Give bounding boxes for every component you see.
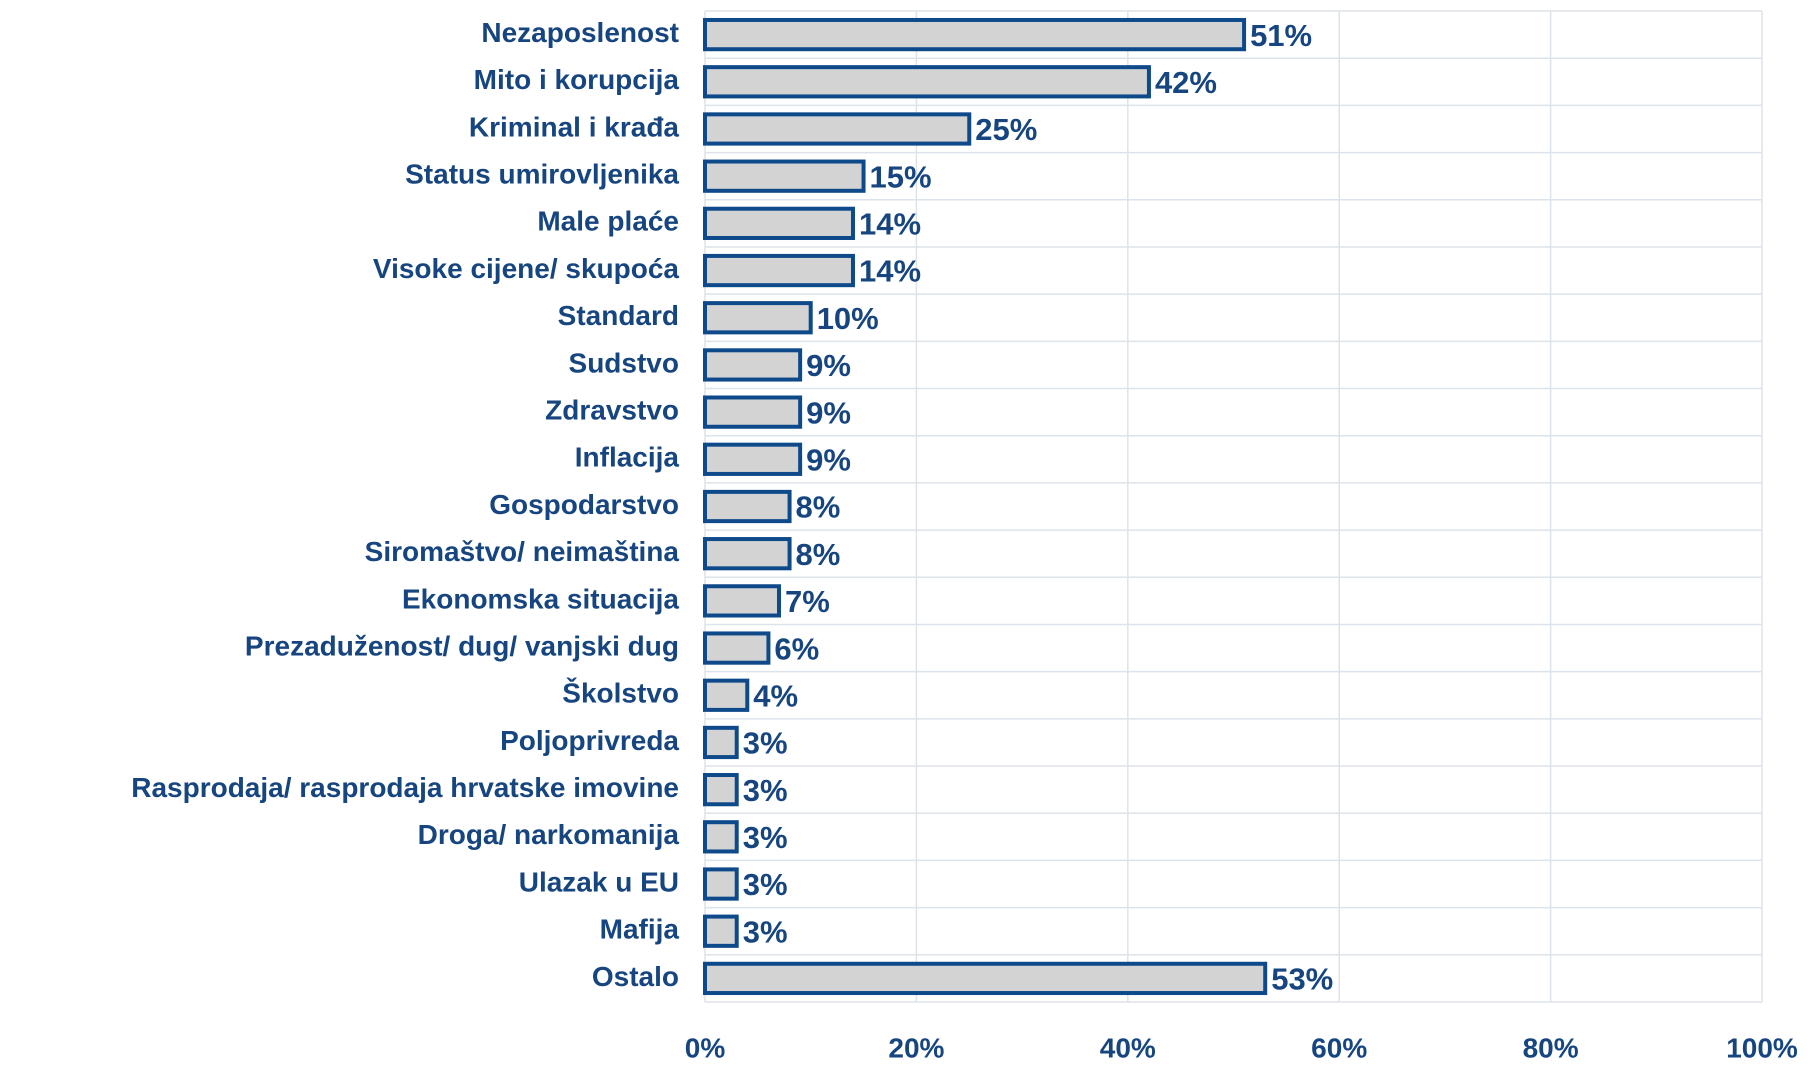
y-tick-label: Sudstvo: [569, 347, 679, 378]
data-label: 14%: [859, 207, 921, 242]
data-label: 3%: [743, 820, 788, 855]
data-label: 15%: [870, 159, 932, 194]
x-tick-label: 0%: [685, 1032, 726, 1063]
bar: [703, 867, 739, 901]
data-label: 10%: [817, 301, 879, 336]
bar: [703, 678, 750, 712]
y-tick-label: Siromaštvo/ neimaština: [365, 536, 680, 567]
data-label: 3%: [743, 773, 788, 808]
bar: [703, 961, 1268, 996]
bar: [703, 253, 855, 288]
data-label: 6%: [774, 631, 819, 666]
bar: [703, 348, 803, 382]
y-tick-label: Droga/ narkomanija: [418, 819, 680, 850]
y-tick-label: Školstvo: [562, 677, 679, 709]
y-tick-label: Ulazak u EU: [519, 866, 679, 897]
data-label: 8%: [796, 537, 841, 572]
bar: [703, 631, 771, 665]
data-label: 9%: [806, 348, 851, 383]
x-tick-label: 20%: [888, 1032, 944, 1063]
bar: [703, 489, 792, 524]
data-label: 9%: [806, 395, 851, 430]
data-label: 42%: [1155, 65, 1217, 100]
bar: [703, 537, 792, 571]
bar: [703, 112, 972, 146]
bar: [703, 820, 739, 854]
bar: [703, 914, 739, 948]
y-tick-label: Standard: [558, 300, 679, 331]
data-label: 4%: [753, 678, 798, 713]
data-label: 53%: [1271, 962, 1333, 997]
y-tick-label: Rasprodaja/ rasprodaja hrvatske imovine: [131, 772, 679, 803]
data-label: 14%: [859, 254, 921, 289]
bar: [703, 442, 803, 476]
x-tick-label: 60%: [1311, 1032, 1367, 1063]
y-tick-label: Status umirovljenika: [405, 159, 679, 190]
y-tick-label: Visoke cijene/ skupoća: [373, 253, 680, 284]
bar: [703, 206, 855, 240]
bar: [703, 725, 739, 760]
y-tick-label: Ostalo: [592, 961, 679, 992]
y-tick-label: Kriminal i krađa: [469, 111, 680, 142]
x-tick-label: 80%: [1523, 1032, 1579, 1063]
data-label: 51%: [1250, 18, 1312, 53]
data-label: 25%: [975, 112, 1037, 147]
y-tick-label: Mafija: [600, 914, 680, 945]
data-label: 8%: [796, 490, 841, 525]
bar: [703, 301, 813, 335]
data-label: 9%: [806, 442, 851, 477]
y-tick-label: Nezaposlenost: [481, 17, 679, 48]
data-label: 3%: [743, 914, 788, 949]
y-tick-label: Poljoprivreda: [500, 725, 679, 756]
bar: [703, 159, 866, 193]
data-label: 7%: [785, 584, 830, 619]
data-label: 3%: [743, 726, 788, 761]
bar: [703, 773, 739, 807]
bar: [703, 65, 1151, 99]
x-tick-label: 100%: [1726, 1032, 1798, 1063]
y-tick-label: Mito i korupcija: [474, 64, 680, 95]
y-tick-label: Ekonomska situacija: [402, 583, 679, 614]
y-tick-label: Inflacija: [575, 442, 680, 473]
bar: [703, 584, 781, 618]
bar: [703, 395, 803, 429]
y-tick-label: Gospodarstvo: [489, 489, 679, 520]
x-tick-label: 40%: [1100, 1032, 1156, 1063]
data-label: 3%: [743, 867, 788, 902]
y-tick-label: Male plaće: [537, 206, 679, 237]
y-tick-label: Zdravstvo: [545, 395, 679, 426]
y-tick-label: Prezaduženost/ dug/ vanjski dug: [245, 630, 679, 661]
bar: [703, 17, 1247, 52]
